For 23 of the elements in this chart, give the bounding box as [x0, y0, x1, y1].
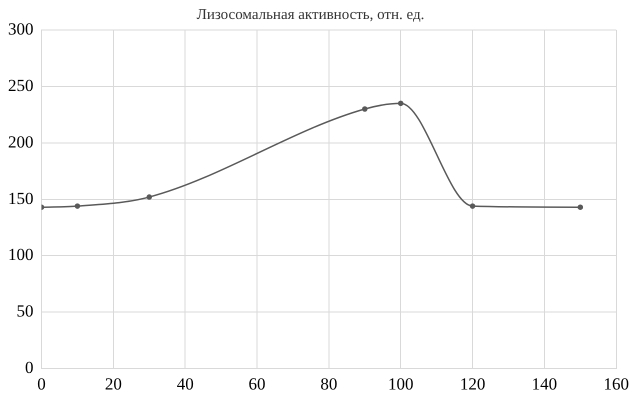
x-tick-label: 40 [176, 374, 194, 394]
point [146, 194, 152, 200]
y-tick-label: 200 [8, 132, 34, 152]
x-tick-label: 160 [604, 374, 629, 394]
y-tick-label: 50 [16, 302, 34, 321]
y-tick-label: 150 [8, 188, 34, 208]
chart-title: Лизосомальная активность, отн. ед. [196, 6, 424, 23]
x-tick-label: 60 [248, 374, 266, 394]
point [470, 203, 476, 209]
y-tick-label: 300 [8, 19, 34, 38]
y-tick-label: 100 [8, 245, 34, 264]
y-tick-label: 250 [8, 76, 34, 95]
x-tick-label: 120 [460, 374, 486, 394]
x-tick-label: 20 [104, 374, 122, 394]
x-tick-label: 0 [37, 374, 46, 394]
point [578, 204, 584, 210]
x-tick-label: 80 [320, 374, 338, 394]
point [74, 203, 80, 209]
point [362, 106, 368, 112]
x-tick-label: 140 [532, 374, 558, 394]
y-tick-label: 0 [25, 358, 34, 378]
x-tick-label: 100 [388, 374, 414, 394]
point [398, 100, 404, 106]
